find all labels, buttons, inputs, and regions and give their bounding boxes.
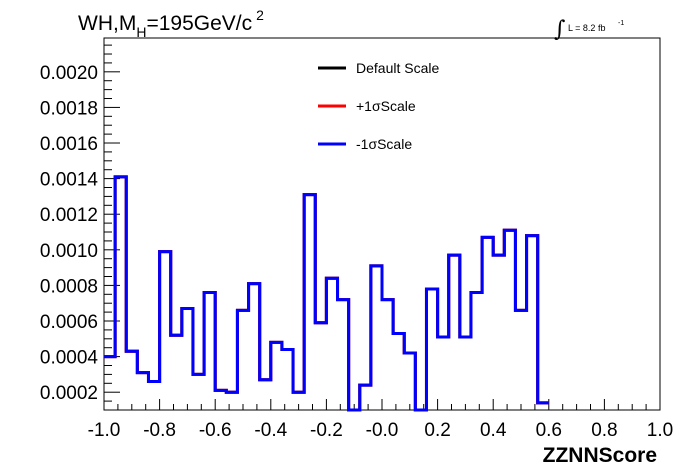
x-tick-label: 0.2 bbox=[424, 420, 450, 441]
series-group bbox=[104, 175, 549, 412]
integral-icon: ∫ bbox=[554, 17, 566, 42]
y-tick-label: 0.0020 bbox=[40, 63, 98, 84]
y-tick-label: 0.0016 bbox=[40, 134, 98, 155]
x-tick-label: -0.8 bbox=[143, 420, 176, 441]
legend-label: Default Scale bbox=[356, 60, 439, 76]
x-tick-label: 0.8 bbox=[591, 420, 617, 441]
x-tick-label: 0.6 bbox=[536, 420, 562, 441]
y-tick-label: 0.0018 bbox=[40, 98, 98, 119]
legend-label: +1σScale bbox=[356, 98, 416, 114]
luminosity-superscript: -1 bbox=[618, 20, 624, 27]
title-subscript: H bbox=[136, 24, 146, 40]
x-tick-label: -1.0 bbox=[88, 420, 121, 441]
legend: Default Scale +1σScale -1σScale bbox=[318, 60, 439, 152]
x-tick-label: -0.6 bbox=[199, 420, 232, 441]
series-line bbox=[104, 175, 549, 412]
y-tick-label: 0.0002 bbox=[40, 383, 98, 404]
y-tick-label: 0.0012 bbox=[40, 205, 98, 226]
axes: -1.0 -0.8 -0.6 -0.4 -0.2 -0.0 0.2 0.4 0.6 0.8 1.0 0… bbox=[40, 44, 673, 441]
luminosity-label: ∫ L = 8.2 fb -1 bbox=[554, 17, 624, 42]
plot-frame bbox=[103, 37, 661, 411]
x-tick-label: -0.0 bbox=[366, 420, 399, 441]
x-tick-label: -0.2 bbox=[310, 420, 343, 441]
y-tick-label: 0.0010 bbox=[40, 241, 98, 262]
y-tick-label: 0.0008 bbox=[40, 276, 98, 297]
x-tick-label: 0.4 bbox=[480, 420, 507, 441]
title-prefix: WH,M bbox=[78, 12, 136, 35]
luminosity-text: L = 8.2 fb bbox=[568, 23, 605, 33]
title-superscript: 2 bbox=[256, 7, 264, 23]
y-tick-label: 0.0014 bbox=[40, 170, 99, 191]
y-tick-label: 0.0004 bbox=[40, 348, 99, 369]
x-axis-label: ZZNNScore bbox=[543, 444, 657, 467]
title-suffix: =195GeV/c bbox=[146, 12, 252, 35]
chart-title: WH,MH=195GeV/c 2 bbox=[78, 7, 264, 40]
legend-label: -1σScale bbox=[356, 136, 412, 152]
y-tick-label: 0.0006 bbox=[40, 312, 98, 333]
x-tick-label: 1.0 bbox=[647, 420, 673, 441]
x-tick-label: -0.4 bbox=[254, 420, 287, 441]
